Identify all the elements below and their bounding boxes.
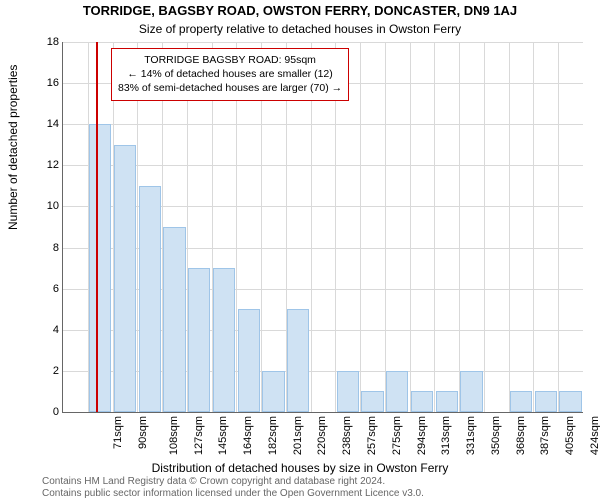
x-tick-label: 294sqm xyxy=(416,416,428,455)
y-tick-label: 14 xyxy=(19,118,59,130)
gridline-v xyxy=(558,42,559,412)
bar xyxy=(510,391,532,412)
y-tick-label: 4 xyxy=(19,324,59,336)
attribution-line1: Contains HM Land Registry data © Crown c… xyxy=(42,476,424,488)
x-tick-label: 368sqm xyxy=(515,416,527,455)
x-tick-label: 313sqm xyxy=(440,416,452,455)
x-tick-label: 275sqm xyxy=(391,416,403,455)
bar xyxy=(287,309,309,412)
gridline-h xyxy=(63,165,583,166)
x-tick-label: 238sqm xyxy=(341,416,353,455)
bar xyxy=(535,391,557,412)
x-tick-label: 164sqm xyxy=(242,416,254,455)
y-tick-label: 6 xyxy=(19,283,59,295)
chart-title-main: TORRIDGE, BAGSBY ROAD, OWSTON FERRY, DON… xyxy=(0,3,600,18)
bar xyxy=(436,391,458,412)
gridline-h xyxy=(63,124,583,125)
bar xyxy=(386,371,408,412)
annotation-line1: TORRIDGE BAGSBY ROAD: 95sqm xyxy=(118,53,342,67)
bar xyxy=(188,268,210,412)
x-tick-label: 331sqm xyxy=(465,416,477,455)
chart-plot-area: TORRIDGE BAGSBY ROAD: 95sqm← 14% of deta… xyxy=(62,42,583,413)
gridline-h xyxy=(63,42,583,43)
bar xyxy=(337,371,359,412)
bar xyxy=(460,371,482,412)
gridline-v xyxy=(459,42,460,412)
x-tick-label: 350sqm xyxy=(490,416,502,455)
bar xyxy=(559,391,581,412)
y-tick-label: 10 xyxy=(19,200,59,212)
x-tick-label: 387sqm xyxy=(539,416,551,455)
gridline-v xyxy=(434,42,435,412)
bar xyxy=(238,309,260,412)
bar xyxy=(361,391,383,412)
x-tick-label: 182sqm xyxy=(267,416,279,455)
x-tick-label: 257sqm xyxy=(366,416,378,455)
y-tick-label: 8 xyxy=(19,242,59,254)
gridline-v xyxy=(360,42,361,412)
gridline-v xyxy=(410,42,411,412)
attribution-text: Contains HM Land Registry data © Crown c… xyxy=(42,476,424,500)
bar xyxy=(114,145,136,412)
bar xyxy=(139,186,161,412)
x-tick-label: 108sqm xyxy=(168,416,180,455)
chart-title-sub: Size of property relative to detached ho… xyxy=(0,22,600,36)
annotation-line3: 83% of semi-detached houses are larger (… xyxy=(118,81,342,95)
y-tick-label: 2 xyxy=(19,365,59,377)
annotation-line2: ← 14% of detached houses are smaller (12… xyxy=(118,67,342,81)
annotation-box: TORRIDGE BAGSBY ROAD: 95sqm← 14% of deta… xyxy=(111,48,349,101)
x-tick-label: 424sqm xyxy=(589,416,600,455)
x-tick-label: 220sqm xyxy=(317,416,329,455)
x-tick-label: 145sqm xyxy=(218,416,230,455)
gridline-v xyxy=(385,42,386,412)
bar xyxy=(213,268,235,412)
bar xyxy=(163,227,185,412)
y-tick-label: 16 xyxy=(19,77,59,89)
gridline-v xyxy=(484,42,485,412)
y-tick-label: 18 xyxy=(19,36,59,48)
y-tick-label: 0 xyxy=(19,406,59,418)
x-tick-area: 71sqm 90sqm 108sqm 127sqm 145sqm 164sqm 182sqm… xyxy=(62,412,582,462)
gridline-v xyxy=(533,42,534,412)
y-tick-label: 12 xyxy=(19,159,59,171)
x-tick-label: 127sqm xyxy=(193,416,205,455)
x-tick-label: 201sqm xyxy=(292,416,304,455)
attribution-line2: Contains public sector information licen… xyxy=(42,488,424,500)
bar xyxy=(89,124,111,412)
x-tick-label: 405sqm xyxy=(564,416,576,455)
x-tick-label: 90sqm xyxy=(137,416,149,449)
gridline-v xyxy=(509,42,510,412)
x-axis-label: Distribution of detached houses by size … xyxy=(0,461,600,475)
y-tick-area: 024681012141618 xyxy=(0,42,62,412)
marker-line xyxy=(96,42,98,412)
x-tick-label: 71sqm xyxy=(112,416,124,449)
bar xyxy=(411,391,433,412)
bar xyxy=(262,371,284,412)
